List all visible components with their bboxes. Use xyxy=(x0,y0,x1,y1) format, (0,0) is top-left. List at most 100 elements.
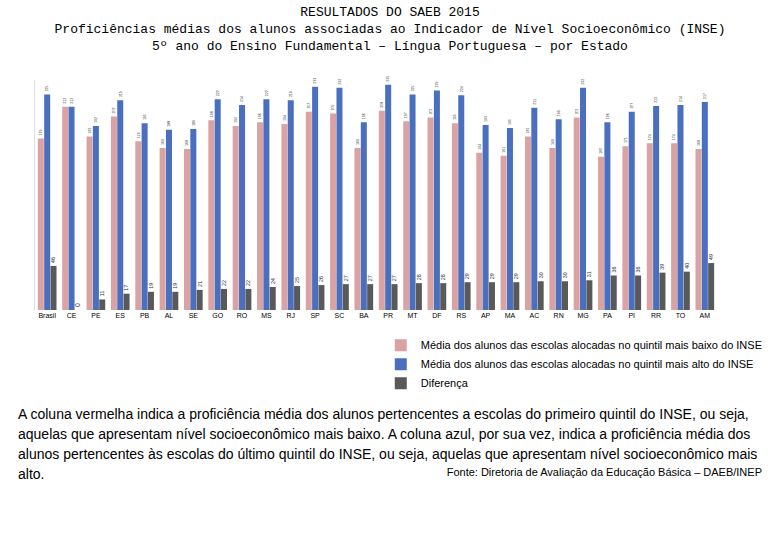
svg-text:28: 28 xyxy=(416,274,422,280)
svg-text:0: 0 xyxy=(74,303,81,307)
svg-text:25: 25 xyxy=(294,277,300,283)
svg-text:22: 22 xyxy=(221,280,227,286)
svg-text:225: 225 xyxy=(411,85,415,91)
svg-text:DF: DF xyxy=(432,312,441,319)
svg-text:MA: MA xyxy=(505,312,516,319)
svg-text:169: 169 xyxy=(551,139,555,145)
svg-text:Diferença: Diferença xyxy=(421,377,469,389)
svg-text:214: 214 xyxy=(240,96,244,102)
svg-text:PI: PI xyxy=(628,312,635,319)
svg-text:GO: GO xyxy=(212,312,223,319)
svg-text:MG: MG xyxy=(577,312,588,319)
svg-text:197: 197 xyxy=(404,112,408,118)
svg-text:224: 224 xyxy=(460,86,464,92)
svg-text:181: 181 xyxy=(88,128,92,134)
svg-text:174: 174 xyxy=(648,134,652,140)
svg-text:211: 211 xyxy=(533,99,537,105)
svg-text:17: 17 xyxy=(123,285,129,291)
svg-text:232: 232 xyxy=(581,79,585,85)
svg-text:31: 31 xyxy=(586,271,592,277)
svg-text:29: 29 xyxy=(489,273,495,279)
svg-text:179: 179 xyxy=(39,129,43,135)
svg-text:RESULTADOS DO SAEB 2015Profici: RESULTADOS DO SAEB 2015Proficiências méd… xyxy=(55,5,726,54)
svg-text:192: 192 xyxy=(94,117,98,123)
svg-text:29: 29 xyxy=(464,273,470,279)
svg-text:196: 196 xyxy=(258,113,262,119)
svg-text:MS: MS xyxy=(261,312,272,319)
svg-text:201: 201 xyxy=(429,108,433,114)
svg-text:164: 164 xyxy=(478,144,482,150)
svg-text:195: 195 xyxy=(453,114,457,120)
svg-text:RJ: RJ xyxy=(286,312,295,319)
svg-text:AM: AM xyxy=(700,312,711,319)
svg-text:40: 40 xyxy=(684,263,690,269)
svg-text:169: 169 xyxy=(356,139,360,145)
svg-text:193: 193 xyxy=(484,116,488,122)
svg-text:176: 176 xyxy=(137,132,141,138)
svg-text:171: 171 xyxy=(624,137,628,143)
svg-text:30: 30 xyxy=(562,272,568,278)
svg-text:19: 19 xyxy=(148,283,154,289)
svg-text:202: 202 xyxy=(112,107,116,113)
svg-text:11: 11 xyxy=(99,291,105,297)
svg-text:212: 212 xyxy=(70,98,74,104)
svg-text:207: 207 xyxy=(307,103,311,109)
svg-text:192: 192 xyxy=(234,117,238,123)
svg-text:19: 19 xyxy=(172,283,178,289)
svg-text:46: 46 xyxy=(50,257,56,263)
svg-text:213: 213 xyxy=(654,97,658,103)
svg-text:TO: TO xyxy=(676,312,686,319)
svg-text:225: 225 xyxy=(45,85,49,91)
svg-text:205: 205 xyxy=(331,105,335,111)
svg-text:AL: AL xyxy=(165,312,174,319)
svg-text:RO: RO xyxy=(237,312,248,319)
svg-text:160: 160 xyxy=(599,148,603,154)
svg-text:27: 27 xyxy=(343,275,349,281)
svg-text:22: 22 xyxy=(245,280,251,286)
svg-text:24: 24 xyxy=(270,278,276,284)
svg-text:MT: MT xyxy=(407,312,418,319)
svg-text:189: 189 xyxy=(192,120,196,126)
svg-text:26: 26 xyxy=(318,276,324,282)
svg-text:220: 220 xyxy=(216,90,220,96)
svg-text:188: 188 xyxy=(167,121,171,127)
svg-text:21: 21 xyxy=(197,281,203,287)
svg-text:208: 208 xyxy=(380,102,384,108)
svg-text:217: 217 xyxy=(703,93,707,99)
svg-text:BA: BA xyxy=(359,312,369,319)
svg-text:27: 27 xyxy=(391,275,397,281)
svg-text:195: 195 xyxy=(143,114,147,120)
svg-text:201: 201 xyxy=(575,108,579,114)
svg-text:36: 36 xyxy=(611,267,617,273)
svg-text:219: 219 xyxy=(119,91,123,97)
svg-text:169: 169 xyxy=(161,139,165,145)
svg-text:168: 168 xyxy=(185,140,189,146)
svg-text:161: 161 xyxy=(502,147,506,153)
svg-text:SC: SC xyxy=(335,312,345,319)
svg-text:RR: RR xyxy=(651,312,661,319)
svg-text:RN: RN xyxy=(554,312,564,319)
svg-text:220: 220 xyxy=(265,90,269,96)
svg-text:PR: PR xyxy=(383,312,393,319)
svg-text:212: 212 xyxy=(63,98,67,104)
svg-text:AC: AC xyxy=(529,312,539,319)
svg-text:PB: PB xyxy=(140,312,150,319)
svg-text:196: 196 xyxy=(606,113,610,119)
svg-text:194: 194 xyxy=(283,115,287,121)
svg-text:190: 190 xyxy=(508,119,512,125)
svg-text:PA: PA xyxy=(603,312,612,319)
svg-text:Média dos alunos das escolas a: Média dos alunos das escolas alocadas no… xyxy=(421,358,754,370)
svg-text:198: 198 xyxy=(210,111,214,117)
svg-text:Brasil: Brasil xyxy=(38,312,56,319)
svg-text:28: 28 xyxy=(440,274,446,280)
svg-text:SE: SE xyxy=(189,312,199,319)
svg-text:181: 181 xyxy=(526,128,530,134)
svg-text:ES: ES xyxy=(116,312,126,319)
svg-text:207: 207 xyxy=(630,103,634,109)
svg-text:174: 174 xyxy=(672,134,676,140)
svg-text:214: 214 xyxy=(679,96,683,102)
svg-text:219: 219 xyxy=(289,91,293,97)
svg-text:Média dos alunos das escolas a: Média dos alunos das escolas alocadas no… xyxy=(421,339,762,351)
svg-text:29: 29 xyxy=(513,273,519,279)
svg-text:199: 199 xyxy=(557,110,561,116)
